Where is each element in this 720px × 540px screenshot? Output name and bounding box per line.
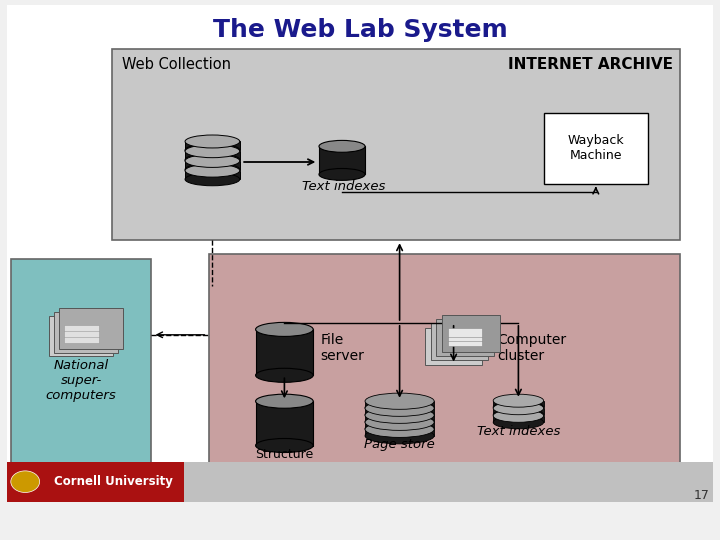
Ellipse shape: [493, 408, 544, 421]
Text: CORNELL UNIVERSITY: CORNELL UNIVERSITY: [487, 463, 673, 478]
FancyBboxPatch shape: [54, 333, 89, 351]
Ellipse shape: [185, 163, 240, 176]
FancyBboxPatch shape: [7, 462, 184, 502]
FancyBboxPatch shape: [49, 316, 114, 356]
FancyBboxPatch shape: [64, 325, 99, 343]
Text: Text indexes: Text indexes: [477, 425, 560, 438]
Polygon shape: [365, 415, 434, 422]
Ellipse shape: [493, 416, 544, 429]
Ellipse shape: [256, 322, 313, 336]
FancyBboxPatch shape: [209, 254, 680, 489]
FancyBboxPatch shape: [436, 336, 471, 355]
Ellipse shape: [319, 168, 365, 180]
Text: File
server: File server: [320, 333, 364, 363]
Ellipse shape: [256, 368, 313, 382]
Ellipse shape: [493, 401, 544, 414]
Text: Cornell University: Cornell University: [54, 475, 173, 488]
Text: Computer
cluster: Computer cluster: [497, 333, 566, 363]
FancyBboxPatch shape: [425, 328, 482, 364]
Text: Web Collection: Web Collection: [122, 57, 231, 72]
FancyBboxPatch shape: [442, 332, 477, 350]
Ellipse shape: [185, 154, 240, 167]
FancyBboxPatch shape: [54, 312, 119, 353]
Polygon shape: [185, 141, 240, 150]
Ellipse shape: [185, 164, 240, 177]
FancyBboxPatch shape: [436, 319, 494, 356]
Ellipse shape: [256, 438, 313, 453]
FancyBboxPatch shape: [7, 462, 713, 502]
Ellipse shape: [365, 414, 434, 430]
Polygon shape: [365, 408, 434, 415]
Ellipse shape: [365, 400, 434, 416]
Text: The Web Lab System: The Web Lab System: [212, 18, 508, 42]
Polygon shape: [493, 401, 544, 407]
Text: Page store: Page store: [364, 438, 435, 451]
FancyBboxPatch shape: [442, 315, 500, 352]
FancyBboxPatch shape: [112, 49, 680, 240]
Ellipse shape: [493, 402, 544, 415]
Text: Wayback
Machine: Wayback Machine: [567, 134, 624, 163]
Circle shape: [11, 471, 40, 492]
Polygon shape: [256, 329, 313, 375]
FancyBboxPatch shape: [59, 329, 94, 347]
FancyBboxPatch shape: [7, 5, 713, 502]
Ellipse shape: [319, 140, 365, 152]
Ellipse shape: [185, 145, 240, 158]
Ellipse shape: [185, 135, 240, 148]
Ellipse shape: [365, 421, 434, 437]
FancyBboxPatch shape: [431, 341, 465, 359]
Ellipse shape: [185, 173, 240, 186]
Ellipse shape: [365, 407, 434, 423]
Ellipse shape: [256, 394, 313, 408]
Ellipse shape: [493, 394, 544, 407]
Text: Structure
database: Structure database: [256, 448, 313, 476]
FancyBboxPatch shape: [11, 259, 151, 467]
FancyBboxPatch shape: [544, 113, 648, 184]
FancyBboxPatch shape: [431, 323, 488, 360]
Polygon shape: [493, 408, 544, 415]
Polygon shape: [365, 401, 434, 408]
Ellipse shape: [365, 400, 434, 416]
Ellipse shape: [365, 414, 434, 430]
Ellipse shape: [365, 393, 434, 409]
Text: Text indexes: Text indexes: [302, 180, 385, 193]
Ellipse shape: [493, 409, 544, 422]
Polygon shape: [319, 146, 365, 174]
Text: 17: 17: [693, 489, 709, 502]
Polygon shape: [493, 416, 544, 422]
Text: INTERNET ARCHIVE: INTERNET ARCHIVE: [508, 57, 673, 72]
Ellipse shape: [365, 421, 434, 437]
Polygon shape: [365, 422, 434, 429]
FancyBboxPatch shape: [59, 308, 124, 349]
Ellipse shape: [365, 428, 434, 444]
Polygon shape: [185, 171, 240, 179]
Text: National
super-
computers: National super- computers: [45, 359, 117, 402]
Polygon shape: [365, 429, 434, 436]
Ellipse shape: [185, 153, 240, 166]
FancyBboxPatch shape: [448, 328, 482, 346]
Polygon shape: [185, 161, 240, 170]
Polygon shape: [256, 401, 313, 445]
Ellipse shape: [185, 144, 240, 157]
Polygon shape: [185, 151, 240, 160]
Ellipse shape: [365, 407, 434, 423]
